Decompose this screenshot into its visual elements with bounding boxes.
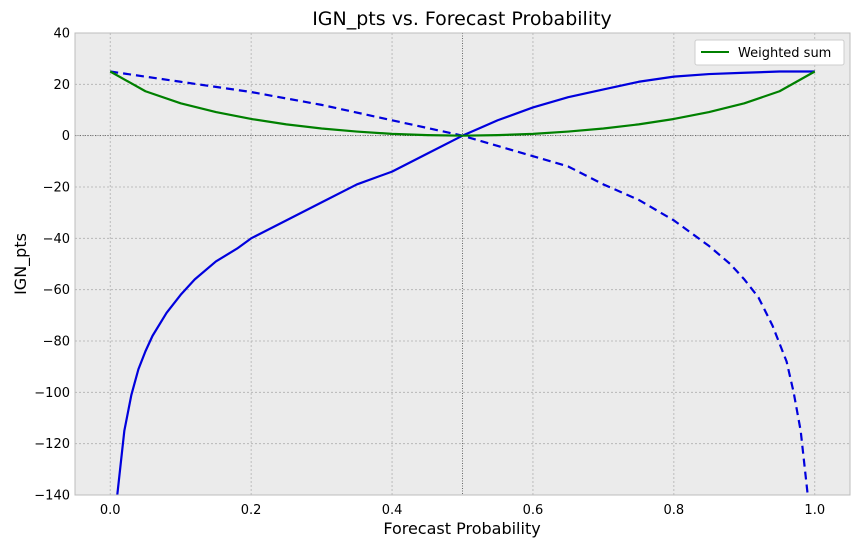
y-axis-label: IGN_pts: [11, 233, 31, 295]
plot-frame: [74, 32, 851, 496]
legend-label-weighted-sum: Weighted sum: [738, 46, 831, 61]
y-tick-label: −60: [43, 283, 70, 298]
chart-title: IGN_pts vs. Forecast Probability: [312, 8, 612, 30]
x-tick-label: 0.6: [523, 503, 544, 518]
y-tick-label: −20: [43, 181, 70, 196]
x-tick-label: 1.0: [804, 503, 825, 518]
series-group: [109, 70, 816, 495]
x-tick-label: 0.2: [241, 503, 262, 518]
x-tick-labels: 0.0 0.2 0.4 0.6 0.8 1.0: [100, 503, 825, 518]
x-tick-label: 0.8: [664, 503, 685, 518]
y-tick-label: 40: [53, 27, 70, 42]
x-axis-label: Forecast Probability: [383, 519, 540, 538]
series-weighted-sum: [109, 70, 816, 137]
legend-box: [694, 39, 845, 66]
series-blue-solid: [116, 70, 815, 495]
y-tick-label: −140: [34, 489, 70, 504]
y-tick-label: −120: [34, 437, 70, 452]
legend: Weighted sum: [694, 39, 845, 66]
y-tick-label: −100: [34, 386, 70, 401]
x-tick-label: 0.4: [382, 503, 403, 518]
y-tick-label: 20: [53, 78, 70, 93]
x-tick-label: 0.0: [100, 503, 121, 518]
series-blue-dashed: [110, 70, 809, 495]
y-tick-label: −40: [43, 232, 70, 247]
y-tick-label: −80: [43, 335, 70, 350]
y-tick-label: 0: [62, 129, 70, 144]
y-tick-labels: 40 20 0 −20 −40 −60 −80 −100 −120 −140: [34, 27, 70, 504]
